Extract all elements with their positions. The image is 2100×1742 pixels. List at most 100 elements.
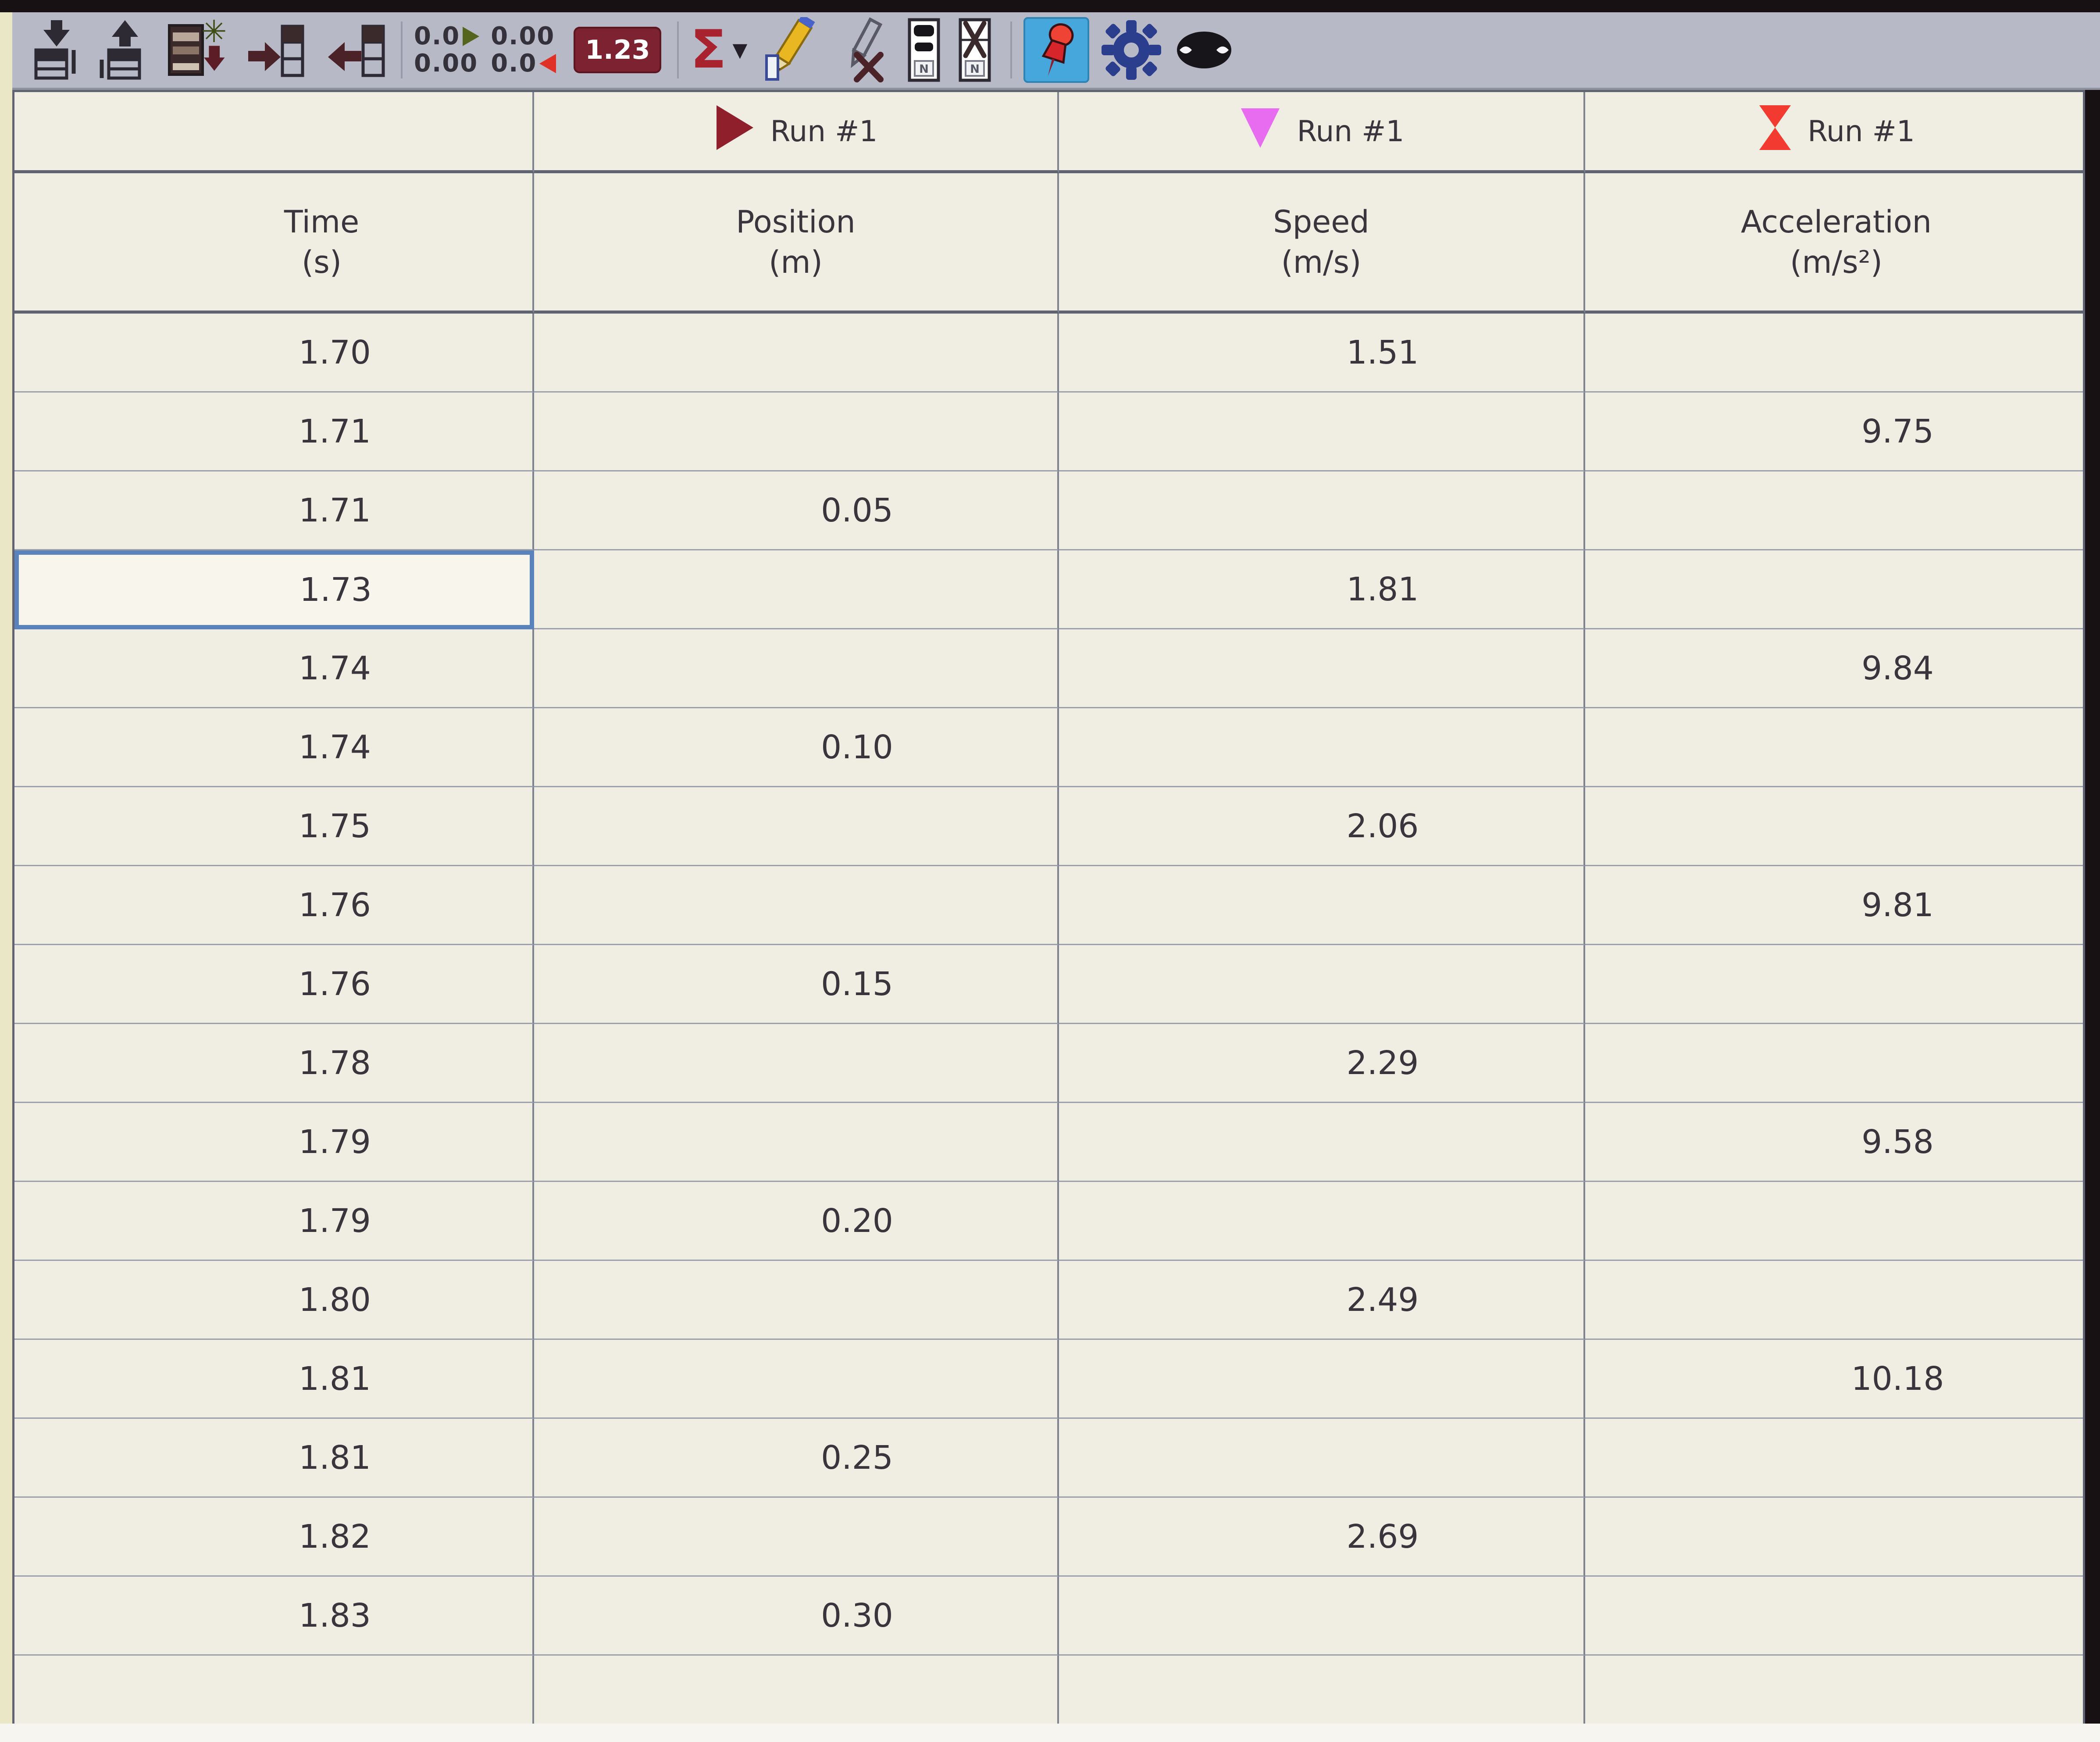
statistics-button[interactable]: Σ ▼ [690,17,747,83]
table-row: 1.71 0.05 [14,471,2083,550]
cell[interactable] [534,629,1059,708]
cell[interactable]: 1.76 [14,866,534,945]
cell[interactable]: 0.15 [534,945,1059,1024]
pin-table-button[interactable] [1023,17,1090,83]
cell[interactable]: 1.71 [14,393,534,471]
cell[interactable]: 1.73 [14,550,534,629]
run-header-position[interactable]: Run #1 [534,92,1059,173]
cell[interactable] [1585,945,2083,1024]
insert-row-above-button[interactable] [96,17,153,83]
cell[interactable] [1585,1498,2083,1577]
cell[interactable]: 1.78 [14,1024,534,1103]
cell[interactable] [1585,471,2083,550]
cell-properties-button[interactable]: N [904,17,944,83]
cell[interactable] [1059,1182,1585,1261]
chevron-down-icon[interactable]: ▼ [732,39,748,61]
cell[interactable]: 1.83 [14,1577,534,1656]
cell[interactable] [1585,787,2083,866]
cell[interactable] [534,314,1059,393]
cell[interactable] [14,1656,534,1724]
cell[interactable] [1059,1340,1585,1419]
cell[interactable] [534,1656,1059,1724]
shift-cells-right-button[interactable] [242,17,308,83]
cell[interactable]: 1.79 [14,1182,534,1261]
cell[interactable]: 1.81 [14,1340,534,1419]
run-header-time[interactable] [14,92,534,173]
cell[interactable] [534,1261,1059,1340]
eye-icon [1173,26,1235,74]
cell[interactable] [1585,550,2083,629]
cell[interactable]: 1.80 [14,1261,534,1340]
cell[interactable] [534,1024,1059,1103]
cell[interactable]: 1.71 [14,471,534,550]
cell[interactable]: 1.74 [14,629,534,708]
cell[interactable]: 1.74 [14,708,534,787]
cell[interactable]: 9.58 [1585,1103,2083,1182]
cell[interactable]: 2.29 [1059,1024,1585,1103]
table-body: 1.70 1.51 1.71 9.75 1.71 0.05 1.73 1.81 1.74 9.84… [14,314,2083,1724]
delete-annotation-button[interactable] [831,17,893,83]
insert-row-below-button[interactable] [28,17,85,83]
cell[interactable] [1585,1577,2083,1656]
edit-annotation-button[interactable] [759,17,820,83]
new-data-set-button[interactable]: ✳ [165,17,231,83]
cell[interactable] [1585,1419,2083,1498]
cell[interactable]: 1.76 [14,945,534,1024]
cell[interactable]: 9.75 [1585,393,2083,471]
cell[interactable] [1059,866,1585,945]
cell[interactable]: 2.49 [1059,1261,1585,1340]
cell[interactable]: 0.25 [534,1419,1059,1498]
cell[interactable]: 0.20 [534,1182,1059,1261]
cell[interactable]: 2.06 [1059,787,1585,866]
cell[interactable] [534,550,1059,629]
cell[interactable] [534,393,1059,471]
column-header-position[interactable]: Position (m) [534,173,1059,314]
cell[interactable]: 1.75 [14,787,534,866]
cell[interactable] [1059,393,1585,471]
cell[interactable] [534,787,1059,866]
cell[interactable]: 10.18 [1585,1340,2083,1419]
cell[interactable]: 1.51 [1059,314,1585,393]
cell[interactable] [534,866,1059,945]
cell[interactable] [1059,1656,1585,1724]
column-header-speed[interactable]: Speed (m/s) [1059,173,1585,314]
cell[interactable]: 2.69 [1059,1498,1585,1577]
cell[interactable]: 9.84 [1585,629,2083,708]
cell[interactable]: 1.70 [14,314,534,393]
cell[interactable] [1059,945,1585,1024]
cell[interactable]: 9.81 [1585,866,2083,945]
column-header-acceleration[interactable]: Acceleration (m/s²) [1585,173,2083,314]
shift-cells-left-button[interactable] [319,17,385,83]
cell[interactable]: 1.81 [14,1419,534,1498]
run-header-speed[interactable]: Run #1 [1059,92,1585,173]
increase-decimals-button[interactable]: 0.0 0.00 [414,17,480,83]
cell[interactable] [534,1103,1059,1182]
cell[interactable] [1585,1024,2083,1103]
properties-button[interactable] [1101,17,1162,83]
decrease-decimals-button[interactable]: 0.00 0.0 [491,17,556,83]
cell[interactable] [1585,1261,2083,1340]
cell[interactable] [1059,1577,1585,1656]
cell-clear-button[interactable]: N [955,17,995,83]
cell[interactable]: 0.05 [534,471,1059,550]
cell[interactable] [534,1340,1059,1419]
cell[interactable] [1059,1103,1585,1182]
cell[interactable] [1059,629,1585,708]
visibility-button[interactable] [1173,17,1235,83]
cell[interactable] [1059,708,1585,787]
cell[interactable] [534,1498,1059,1577]
cell[interactable] [1059,1419,1585,1498]
cell[interactable]: 1.82 [14,1498,534,1577]
cell[interactable]: 0.10 [534,708,1059,787]
cell[interactable]: 1.81 [1059,550,1585,629]
run-header-acceleration[interactable]: Run #1 [1585,92,2083,173]
column-header-time[interactable]: Time (s) [14,173,534,314]
cell[interactable] [1585,1182,2083,1261]
cell[interactable] [1585,314,2083,393]
cell[interactable] [1059,471,1585,550]
cell[interactable]: 1.79 [14,1103,534,1182]
number-format-button[interactable]: 1.23 [574,17,662,83]
cell[interactable] [1585,708,2083,787]
cell[interactable] [1585,1656,2083,1724]
cell[interactable]: 0.30 [534,1577,1059,1656]
